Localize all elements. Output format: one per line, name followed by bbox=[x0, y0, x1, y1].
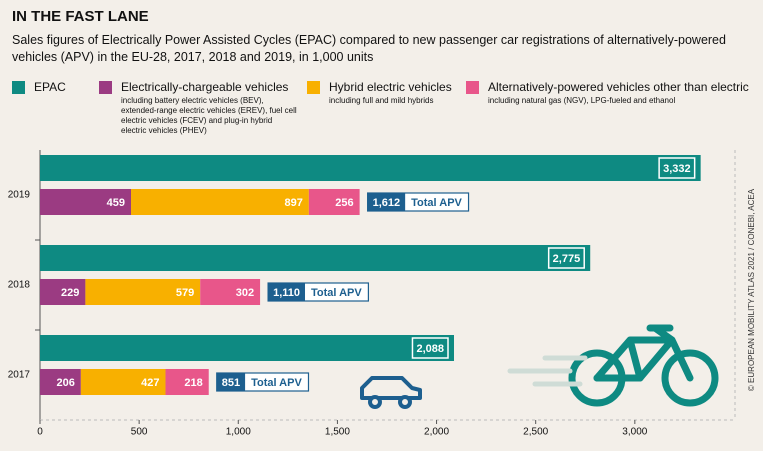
x-tick-label: 500 bbox=[131, 427, 148, 438]
epac-bar bbox=[40, 245, 591, 271]
apv-segment bbox=[40, 369, 81, 395]
apv-segment bbox=[308, 189, 360, 215]
total-label: Total APV bbox=[411, 197, 462, 209]
value-label-box bbox=[658, 157, 696, 179]
legend-label: Hybrid electric vehicles bbox=[329, 80, 452, 94]
car-icon bbox=[360, 376, 422, 409]
legend-item: Hybrid electric vehicles including full a… bbox=[307, 80, 457, 106]
apv-segment bbox=[165, 369, 209, 395]
value-label: 3,332 bbox=[663, 163, 691, 175]
value-label: 302 bbox=[236, 287, 254, 299]
value-label: 206 bbox=[56, 377, 74, 389]
legend-swatch bbox=[466, 81, 479, 94]
value-label: 229 bbox=[61, 287, 79, 299]
value-label: 2,088 bbox=[416, 343, 444, 355]
y-tick-label: 2019 bbox=[8, 190, 31, 201]
apv-segment bbox=[80, 369, 166, 395]
x-tick-label: 2,500 bbox=[523, 427, 548, 438]
value-label: 459 bbox=[107, 197, 125, 209]
apv-segment bbox=[85, 279, 201, 305]
y-tick-label: 2017 bbox=[8, 370, 31, 381]
chart-title: IN THE FAST LANE bbox=[12, 8, 149, 25]
legend-note: including natural gas (NGV), LPG-fueled … bbox=[488, 96, 676, 105]
value-label: 218 bbox=[184, 377, 202, 389]
value-label: 579 bbox=[176, 287, 194, 299]
total-value-box bbox=[367, 193, 406, 211]
value-label: 2,775 bbox=[553, 253, 581, 265]
x-tick-label: 0 bbox=[37, 427, 43, 438]
apv-segment bbox=[200, 279, 261, 305]
legend-note: including full and mild hybrids bbox=[329, 96, 434, 105]
apv-segment bbox=[131, 189, 309, 215]
credit: © EUROPEAN MOBILITY ATLAS 2021 / CONEBI,… bbox=[747, 188, 756, 391]
y-tick-label: 2018 bbox=[8, 280, 31, 291]
total-value: 1,612 bbox=[373, 197, 401, 209]
x-tick-label: 1,000 bbox=[226, 427, 251, 438]
apv-segment bbox=[40, 189, 132, 215]
total-value-box bbox=[268, 283, 306, 301]
legend-swatch bbox=[99, 81, 112, 94]
x-tick-label: 1,500 bbox=[325, 427, 350, 438]
legend-swatch bbox=[12, 81, 25, 94]
epac-bar bbox=[40, 155, 701, 181]
value-label: 256 bbox=[335, 197, 353, 209]
value-label: 897 bbox=[285, 197, 303, 209]
epac-bar bbox=[40, 335, 454, 361]
chart-subtitle: Sales figures of Electrically Power Assi… bbox=[12, 33, 726, 64]
legend-label: EPAC bbox=[34, 80, 66, 94]
total-value: 851 bbox=[222, 377, 240, 389]
legend-item: Alternatively-powered vehicles other tha… bbox=[466, 80, 756, 106]
total-value-box bbox=[216, 373, 246, 391]
legend-item: Electrically-chargeable vehicles includin… bbox=[99, 80, 299, 136]
apv-segment bbox=[40, 279, 86, 305]
legend-label: Alternatively-powered vehicles other tha… bbox=[488, 80, 749, 94]
legend-item: EPAC bbox=[12, 80, 92, 94]
legend-note: including battery electric vehicles (BEV… bbox=[121, 96, 297, 135]
x-tick-label: 2,000 bbox=[424, 427, 449, 438]
total-label: Total APV bbox=[251, 377, 302, 389]
legend-label: Electrically-chargeable vehicles bbox=[121, 80, 289, 94]
value-label-box bbox=[411, 337, 449, 359]
bike-icon bbox=[568, 324, 719, 407]
x-tick-label: 3,000 bbox=[622, 427, 647, 438]
value-label-box bbox=[547, 247, 585, 269]
legend-swatch bbox=[307, 81, 320, 94]
value-label: 427 bbox=[141, 377, 159, 389]
total-label: Total APV bbox=[311, 287, 362, 299]
total-value: 1,110 bbox=[273, 287, 300, 299]
speed-lines bbox=[507, 355, 588, 387]
